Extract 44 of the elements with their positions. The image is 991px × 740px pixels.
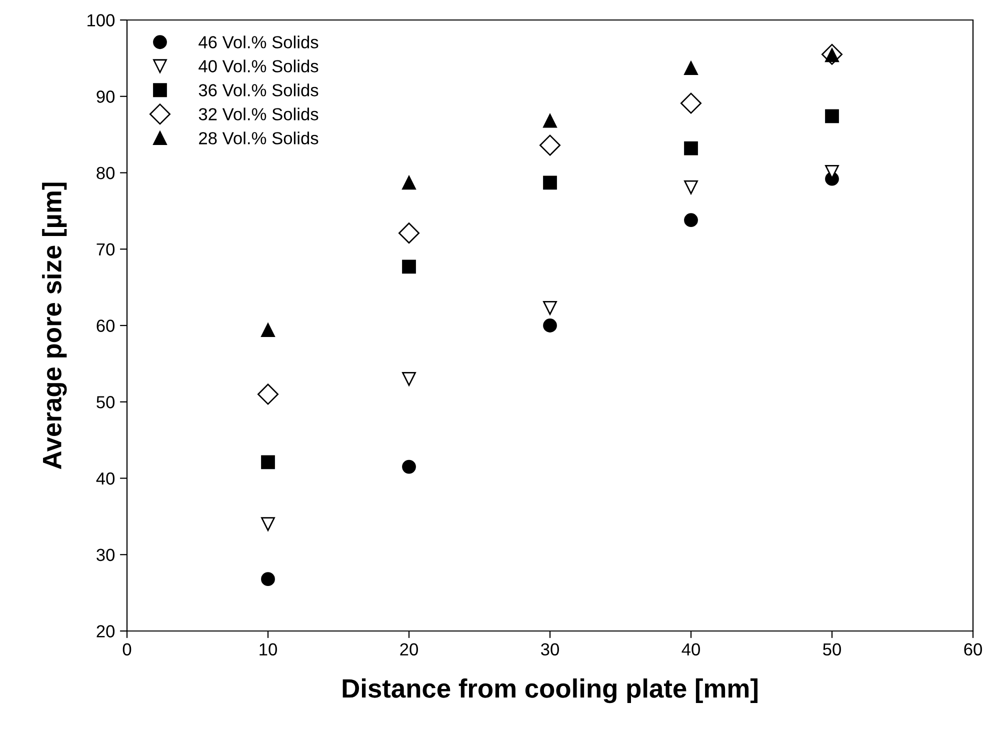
x-tick-label: 10 — [260, 643, 277, 656]
point — [543, 318, 557, 332]
y-tick-label: 40 — [96, 472, 115, 485]
y-tick-label: 90 — [96, 90, 115, 103]
y-tick-label: 30 — [96, 548, 115, 562]
x-tick-label: 0 — [122, 643, 132, 656]
point — [402, 372, 416, 386]
point — [257, 384, 279, 405]
legend-label: 28 Vol.% Solids — [199, 132, 318, 144]
x-tick-label: 60 — [964, 643, 982, 656]
point — [402, 176, 416, 190]
legend-label: 32 Vol.% Solids — [198, 108, 318, 120]
y-tick-label: 60 — [96, 320, 115, 332]
x-tick-label: 50 — [823, 643, 841, 656]
point — [261, 323, 275, 338]
point — [684, 141, 698, 156]
point — [261, 455, 275, 470]
y-axis-title: Average pore size [µm] — [42, 182, 67, 470]
point — [402, 260, 416, 274]
legend-label: 46 Vol.% Solids — [198, 36, 318, 48]
y-tick-label: 80 — [96, 166, 115, 180]
legend-label: 36 Vol.% Solids — [198, 84, 318, 96]
point — [684, 61, 698, 76]
point — [398, 222, 420, 244]
x-axis-title: Distance from cooling plate [mm] — [342, 678, 758, 704]
x-tick-label: 30 — [541, 643, 559, 656]
point — [543, 176, 557, 190]
y-tick-label: 70 — [96, 243, 115, 256]
point — [539, 134, 561, 156]
y-tick-label: 50 — [96, 396, 115, 408]
point — [261, 517, 275, 532]
legend-label: 40 Vol.% Solids — [198, 60, 318, 72]
y-tick-label: 100 — [88, 14, 115, 26]
point — [543, 300, 557, 315]
point — [825, 109, 839, 124]
point — [402, 460, 416, 474]
y-tick-label: 20 — [96, 625, 115, 638]
x-tick-label: 20 — [400, 643, 418, 656]
point — [543, 114, 557, 128]
point — [261, 572, 275, 586]
x-tick-label: 40 — [682, 643, 700, 656]
point — [684, 213, 698, 228]
point — [684, 180, 698, 194]
point — [680, 92, 702, 114]
